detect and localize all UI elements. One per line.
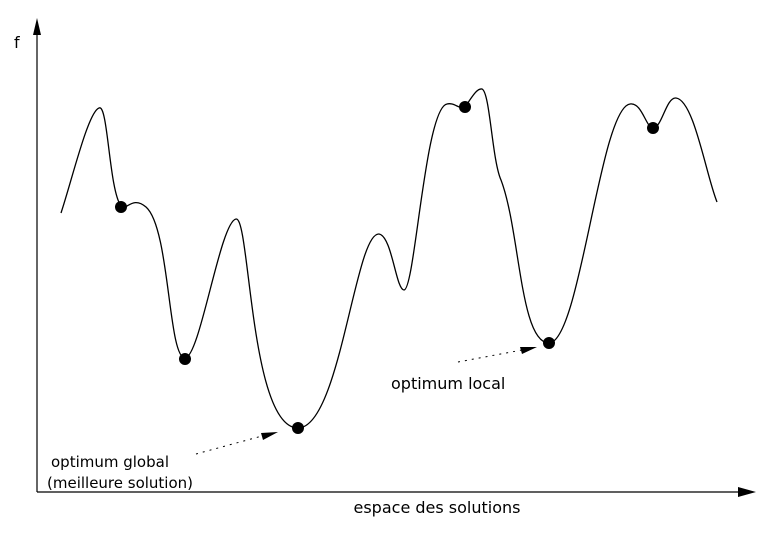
- x-axis-arrowhead: [738, 487, 756, 497]
- global-optimum-dot: [292, 422, 304, 434]
- local-optimum-dot-2: [179, 353, 191, 365]
- x-axis-label: espace des solutions: [354, 498, 521, 517]
- y-axis-label: f: [14, 33, 20, 52]
- global-pointer-line: [195, 435, 263, 455]
- local-optimum-dot-1: [115, 201, 127, 213]
- local-optimum-label: optimum local: [391, 374, 505, 393]
- global-pointer-arrowhead: [261, 432, 278, 440]
- local-pointer-line: [457, 349, 523, 363]
- local-optimum-dot-4: [543, 337, 555, 349]
- y-axis-arrowhead: [33, 18, 41, 35]
- global-optimum-label: optimum global: [51, 453, 169, 471]
- global-optimum-sublabel: (meilleure solution): [47, 474, 193, 492]
- fitness-curve: [60, 88, 718, 429]
- local-optimum-dot-3: [459, 101, 471, 113]
- local-optimum-dot-5: [647, 122, 659, 134]
- local-pointer-arrowhead: [520, 347, 537, 354]
